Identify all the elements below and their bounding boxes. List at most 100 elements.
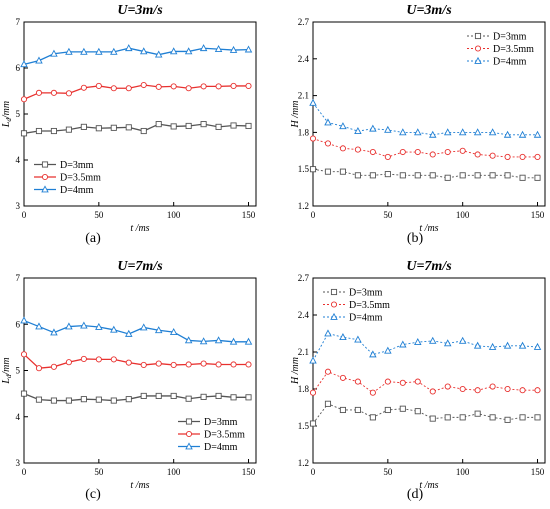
series-line (312, 332, 538, 361)
data-point (339, 122, 347, 130)
data-point (95, 356, 102, 363)
data-point (139, 47, 148, 55)
data-point (155, 360, 162, 367)
y-label-main: L (1, 121, 12, 128)
data-point (339, 333, 347, 341)
legend-label: D=3mm (349, 288, 383, 299)
chart-2: U=7m/s 0 50 100 150 3 4 5 6 7 t /ms Ld/mm D=3mm D=3.5… (1, 259, 257, 491)
data-point (309, 166, 317, 173)
data-point (65, 359, 72, 366)
legend-label: D=3.5mm (204, 430, 245, 441)
data-point (230, 361, 237, 368)
data-point (245, 394, 252, 401)
data-point (95, 47, 103, 55)
y-label-unit: /mm (1, 357, 12, 375)
data-point (229, 337, 238, 345)
data-point (140, 127, 147, 135)
data-point (518, 341, 527, 349)
legend-label: D=3mm (493, 32, 527, 43)
data-point (110, 124, 117, 131)
data-point (429, 151, 436, 158)
data-point (125, 396, 132, 403)
data-point (354, 146, 361, 153)
chart-title: U=3m/s (406, 3, 452, 18)
x-axis-label: t /ms (419, 223, 438, 234)
y-tick-label: 1.5 (298, 164, 310, 174)
data-point (229, 45, 238, 53)
series-D=3mm (309, 400, 541, 427)
data-point (35, 396, 43, 403)
data-point (309, 98, 317, 106)
y-tick-label: 1.2 (298, 201, 309, 211)
data-point (354, 127, 362, 135)
data-point (125, 85, 132, 92)
legend-marker (185, 442, 193, 450)
y-label-main: H (290, 376, 301, 385)
data-point (369, 350, 377, 358)
data-point (80, 321, 88, 329)
data-point (399, 148, 406, 156)
chart-0: U=3m/s 0 50 100 150 3 4 5 6 7 t /ms Ld/mm D=3mm D=3.5… (1, 3, 257, 234)
series-line (23, 123, 249, 134)
plot-frame (312, 21, 546, 207)
data-point (369, 389, 376, 396)
data-point (95, 322, 103, 330)
data-point (125, 124, 132, 131)
data-point (399, 379, 406, 386)
data-point (170, 83, 177, 90)
data-point (215, 123, 222, 130)
data-point (428, 130, 437, 138)
data-point (324, 400, 332, 407)
data-point (154, 326, 163, 334)
y-tick-label: 5 (16, 366, 21, 376)
y-label-unit: /mm (290, 101, 301, 121)
data-point (185, 85, 192, 92)
data-point (534, 174, 541, 181)
data-point (339, 168, 346, 175)
y-label-sub: d (5, 118, 13, 122)
legend-marker (474, 56, 482, 64)
data-point (50, 363, 57, 370)
y-label-unit: /mm (1, 101, 12, 119)
data-point (518, 130, 527, 138)
series-D=4mm (20, 316, 253, 345)
data-point (444, 174, 451, 181)
legend-marker (41, 185, 49, 193)
data-point (458, 128, 467, 136)
data-point (110, 325, 118, 333)
y-tick-label: 7 (16, 17, 21, 27)
data-point (35, 127, 43, 135)
data-point (214, 336, 223, 344)
data-point (155, 121, 162, 128)
series-D=3.5mm (20, 81, 252, 103)
series-D=3.5mm (20, 351, 252, 372)
series-D=3mm (20, 390, 252, 404)
data-point (519, 153, 526, 160)
data-point (339, 406, 346, 414)
data-point (534, 414, 541, 421)
x-tick-label: 0 (22, 210, 27, 220)
data-point (339, 145, 346, 152)
data-point (215, 361, 222, 368)
y-tick-label: 7 (16, 273, 21, 283)
data-point (184, 47, 193, 55)
series-D=3mm (309, 166, 541, 181)
series-line (23, 393, 249, 402)
data-point (170, 392, 177, 399)
data-point (35, 365, 43, 372)
legend-marker (330, 312, 338, 320)
data-point (125, 359, 132, 366)
data-point (80, 123, 87, 130)
legend-label: D=4mm (349, 313, 383, 324)
data-point (384, 125, 392, 133)
series-D=3.5mm (309, 135, 541, 160)
legend-label: D=3mm (204, 417, 238, 428)
legend-marker (330, 288, 338, 296)
y-label-sub: d (5, 374, 13, 378)
data-point (489, 152, 496, 159)
data-point (444, 383, 451, 390)
series-line (23, 47, 249, 65)
data-point (65, 322, 73, 330)
data-point (185, 122, 192, 130)
data-point (354, 172, 361, 179)
